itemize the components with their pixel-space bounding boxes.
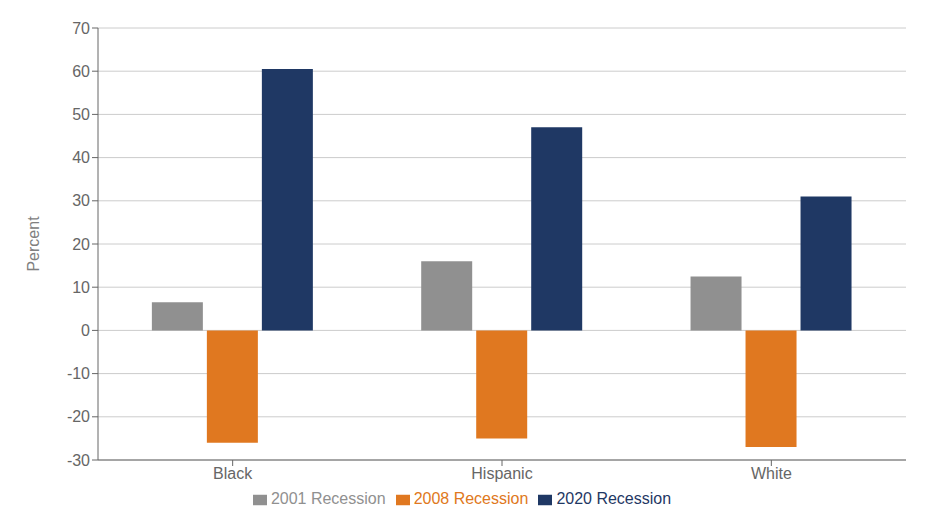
svg-text:30: 30 — [72, 192, 90, 209]
svg-text:40: 40 — [72, 149, 90, 166]
svg-text:0: 0 — [81, 322, 90, 339]
svg-text:20: 20 — [72, 236, 90, 253]
svg-text:-10: -10 — [67, 365, 90, 382]
html-text:2008 Recession: 2008 Recession — [413, 490, 529, 507]
svg-text:Percent: Percent — [25, 216, 42, 272]
svg-text:70: 70 — [72, 20, 90, 37]
svg-text:10: 10 — [72, 279, 90, 296]
svg-text:50: 50 — [72, 106, 90, 123]
svg-text:-20: -20 — [67, 408, 90, 425]
svg-text:60: 60 — [72, 63, 90, 80]
svg-text:Black: Black — [213, 465, 253, 482]
svg-text:Hispanic: Hispanic — [471, 465, 532, 482]
html-text:2020 Recession: 2020 Recession — [556, 490, 672, 507]
svg-text:White: White — [751, 465, 792, 482]
html-text:2001 Recession: 2001 Recession — [270, 490, 386, 507]
svg-text:-30: -30 — [67, 452, 90, 469]
